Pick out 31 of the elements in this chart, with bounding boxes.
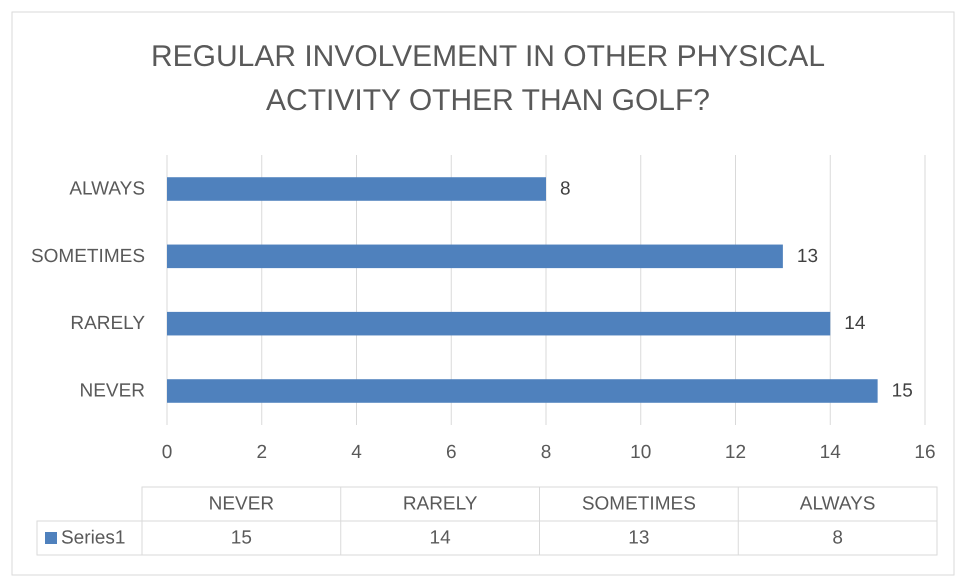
- x-tick-label: 14: [820, 442, 842, 463]
- chart-title: REGULAR INVOLVEMENT IN OTHER PHYSICAL ACTIVITY OTHER THAN GOLF?: [150, 40, 826, 117]
- x-tick-label: 12: [724, 442, 746, 463]
- category-label: RARELY: [402, 494, 478, 514]
- category-label: ALWAYS: [800, 494, 876, 514]
- x-tick-label: 4: [351, 442, 362, 463]
- x-tick-label: 8: [540, 442, 552, 463]
- x-tick-label: 0: [162, 442, 172, 463]
- category-label: NEVER: [208, 494, 274, 514]
- x-tick-label: 16: [914, 442, 936, 463]
- category-label: SOMETIMES: [582, 494, 696, 514]
- y-tick-label: ALWAYS: [69, 178, 145, 200]
- bar: [167, 177, 546, 201]
- y-tick-label: RARELY: [70, 313, 146, 334]
- data-label: 15: [892, 380, 913, 402]
- legend-label: Series1: [61, 528, 126, 548]
- bar: [167, 379, 878, 403]
- data-label: 13: [796, 246, 818, 267]
- x-tick-label: 2: [256, 442, 268, 463]
- x-tick-label: 6: [446, 442, 457, 463]
- data-label: 14: [844, 313, 866, 334]
- y-tick-label: NEVER: [80, 380, 145, 402]
- data-label: 14: [430, 528, 452, 548]
- data-label: 13: [628, 528, 650, 548]
- x-tick-label: 10: [630, 442, 652, 463]
- data-label: 15: [230, 528, 252, 548]
- data-label: 8: [832, 528, 843, 548]
- y-tick-label: SOMETIMES: [30, 246, 145, 267]
- data-label: 8: [560, 178, 571, 200]
- bar: [167, 244, 783, 268]
- bar: [167, 312, 830, 336]
